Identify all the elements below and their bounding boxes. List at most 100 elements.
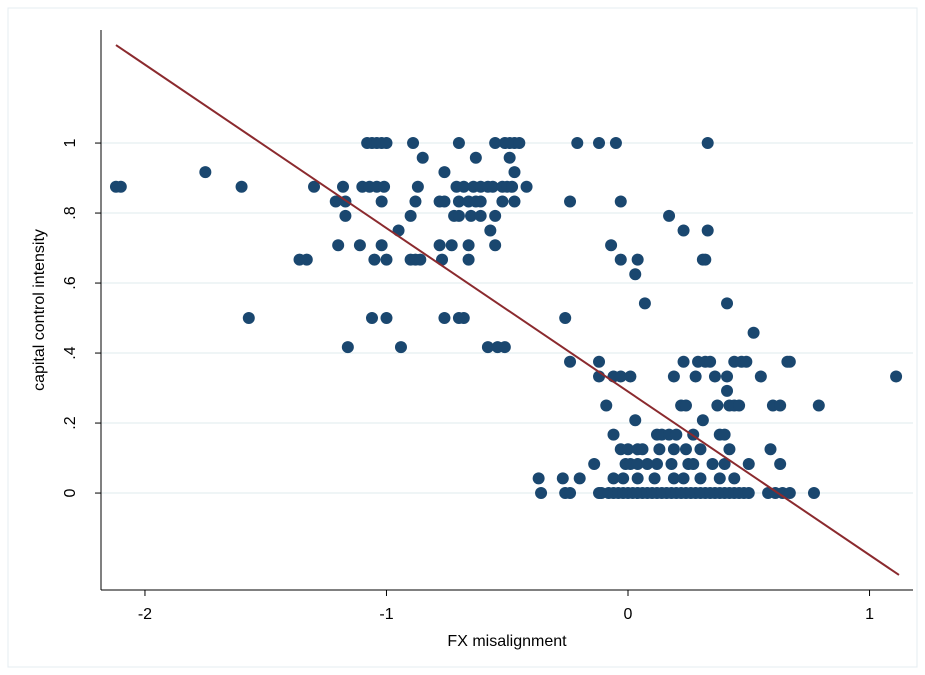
point: [614, 195, 627, 208]
point: [653, 443, 666, 456]
point: [353, 239, 366, 252]
point: [624, 370, 637, 383]
point: [452, 137, 465, 150]
point: [742, 458, 755, 470]
point: [474, 195, 487, 208]
point: [411, 180, 424, 193]
point: [380, 312, 393, 325]
point: [380, 253, 393, 266]
point: [689, 370, 702, 383]
point: [629, 268, 642, 281]
point: [564, 195, 577, 208]
point: [721, 384, 734, 397]
point: [677, 472, 690, 485]
point: [433, 239, 446, 252]
point: [764, 443, 777, 456]
x-axis-title: FX misalignment: [447, 633, 567, 650]
y-axis-title: capital control intensity: [31, 229, 48, 391]
point: [457, 180, 470, 193]
point: [600, 399, 613, 412]
point: [407, 137, 420, 150]
point: [465, 209, 478, 222]
point: [679, 443, 692, 456]
point: [733, 399, 746, 412]
point: [481, 341, 494, 354]
y-tick-label: .6: [62, 276, 79, 289]
point: [740, 355, 753, 368]
y-tick-label: 0: [62, 489, 79, 498]
point: [378, 180, 391, 193]
point: [614, 253, 627, 266]
point: [694, 443, 707, 456]
point: [699, 253, 712, 266]
point: [368, 253, 381, 266]
point: [571, 137, 584, 150]
point: [489, 239, 502, 252]
point: [631, 253, 644, 266]
point: [607, 472, 620, 485]
point: [631, 458, 644, 470]
point: [747, 326, 760, 339]
point: [503, 151, 516, 164]
point: [638, 297, 651, 310]
point: [564, 355, 577, 368]
point: [677, 224, 690, 237]
point: [300, 253, 313, 266]
point: [663, 209, 676, 222]
point: [496, 195, 509, 208]
point: [718, 428, 731, 441]
point: [607, 428, 620, 441]
point: [341, 341, 354, 354]
point: [701, 137, 714, 150]
point: [588, 458, 601, 470]
x-tick-label: -1: [379, 606, 393, 623]
point: [394, 341, 407, 354]
point: [617, 472, 630, 485]
point: [365, 312, 378, 325]
y-tick-label: .8: [62, 206, 79, 219]
point: [890, 370, 903, 383]
point: [332, 239, 345, 252]
point: [696, 414, 709, 427]
point: [670, 428, 683, 441]
point: [532, 472, 545, 485]
point: [445, 239, 458, 252]
point: [199, 166, 212, 179]
point: [489, 209, 502, 222]
point: [375, 195, 388, 208]
point: [706, 458, 719, 470]
point: [564, 487, 577, 500]
point: [648, 472, 661, 485]
y-tick-label: 1: [62, 139, 79, 148]
frame: [7, 7, 918, 668]
point: [462, 239, 475, 252]
point: [718, 458, 731, 470]
point: [774, 399, 787, 412]
point: [807, 487, 820, 500]
y-tick-label: .2: [62, 416, 79, 429]
point: [486, 180, 499, 193]
point: [708, 370, 721, 383]
point: [641, 458, 654, 470]
point: [667, 443, 680, 456]
point: [629, 414, 642, 427]
point: [667, 370, 680, 383]
point: [380, 137, 393, 150]
point: [812, 399, 825, 412]
point: [783, 355, 796, 368]
point: [631, 472, 644, 485]
point: [677, 355, 690, 368]
point: [679, 399, 692, 412]
point: [520, 180, 533, 193]
point: [489, 137, 502, 150]
point: [650, 458, 663, 470]
point: [242, 312, 255, 325]
point: [535, 487, 548, 500]
point: [329, 195, 342, 208]
point: [559, 312, 572, 325]
point: [375, 239, 388, 252]
point: [484, 224, 497, 237]
point: [701, 224, 714, 237]
point: [713, 472, 726, 485]
